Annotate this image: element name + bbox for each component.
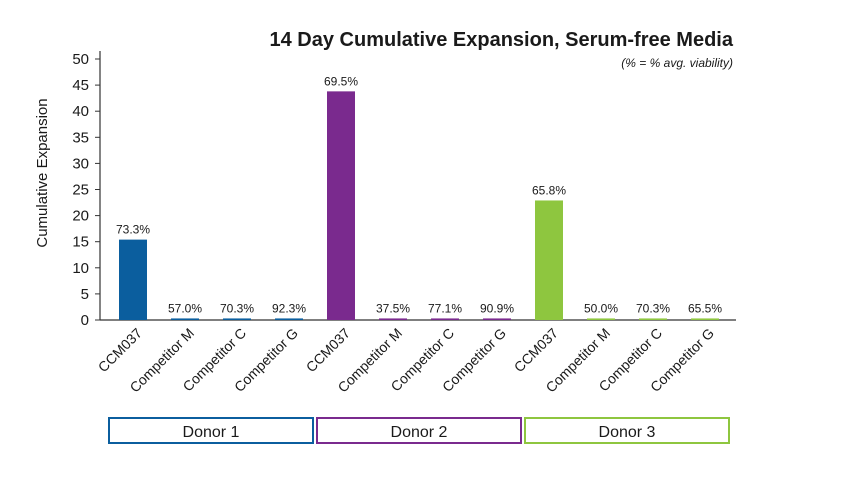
- data-label: 92.3%: [272, 301, 306, 315]
- donor-group-label: Donor 2: [391, 424, 448, 441]
- y-tick-label: 40: [72, 103, 89, 120]
- x-tick-label: CCM037: [95, 325, 146, 376]
- donor-group-label: Donor 1: [183, 424, 240, 441]
- data-label: 70.3%: [636, 301, 670, 315]
- data-label: 65.8%: [532, 183, 566, 197]
- data-label: 50.0%: [584, 301, 618, 315]
- chart-subtitle: (% = % avg. viability): [621, 56, 733, 70]
- donor-group-box: [316, 417, 522, 444]
- data-label: 73.3%: [116, 223, 150, 237]
- y-tick-label: 5: [81, 286, 89, 303]
- x-tick-label: CCM037: [511, 325, 562, 376]
- data-label: 69.5%: [324, 74, 358, 88]
- y-tick-label: 50: [72, 51, 89, 68]
- y-tick-label: 45: [72, 77, 89, 94]
- data-label: 70.3%: [220, 301, 254, 315]
- bar: [275, 318, 303, 320]
- y-tick-label: 15: [72, 234, 89, 251]
- donor-group-label: Donor 3: [599, 424, 656, 441]
- bar: [431, 318, 459, 320]
- donor-groups: Donor 1 Donor 2 Donor 3: [108, 417, 730, 444]
- bar: [223, 318, 251, 320]
- y-tick-label: 35: [72, 129, 89, 146]
- donor-group-box: [108, 417, 314, 444]
- x-tick-label: CCM037: [303, 325, 354, 376]
- y-tick-label: 25: [72, 182, 89, 199]
- y-axis-label: Cumulative Expansion: [34, 98, 51, 247]
- y-tick-label: 20: [72, 208, 89, 225]
- chart-title: 14 Day Cumulative Expansion, Serum-free …: [270, 29, 734, 51]
- y-tick-label: 0: [81, 312, 89, 329]
- bars: 73.3% 57.0% 70.3% 92.3% 69.5% 37.5% 77.1% 90.9%…: [116, 74, 722, 320]
- bar: [587, 318, 615, 320]
- bar: [327, 91, 355, 320]
- bar: [691, 318, 719, 320]
- y-tick-label: 30: [72, 155, 89, 172]
- bar: [535, 200, 563, 320]
- y-axis: 0 5 10 15 20 25 30 35 40 45 50: [72, 51, 736, 329]
- y-tick-label: 10: [72, 260, 89, 277]
- bar: [639, 318, 667, 320]
- bar: [483, 318, 511, 320]
- data-label: 65.5%: [688, 301, 722, 315]
- bar: [171, 318, 199, 320]
- data-label: 90.9%: [480, 301, 514, 315]
- data-label: 57.0%: [168, 301, 202, 315]
- data-label: 77.1%: [428, 301, 462, 315]
- bar: [379, 318, 407, 320]
- data-label: 37.5%: [376, 301, 410, 315]
- bar: [119, 239, 147, 320]
- donor-group-box: [524, 417, 730, 444]
